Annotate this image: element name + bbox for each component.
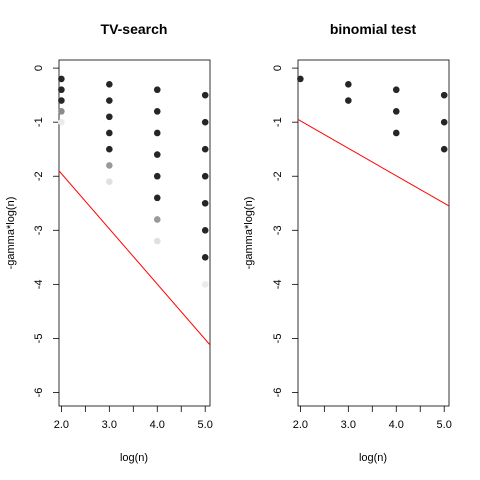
y-tick-label: 0 <box>272 65 284 71</box>
data-point <box>106 81 113 88</box>
y-tick-label: 0 <box>33 65 45 71</box>
data-point <box>392 86 400 94</box>
panel-binomial-test: binomial test log(n) -gamma*log(n) 2.0 3.0 4.… <box>243 21 452 464</box>
chart-title: TV-search <box>101 21 168 37</box>
data-point <box>345 81 352 88</box>
y-tick-label: -1 <box>33 117 45 127</box>
reference-line <box>59 170 210 346</box>
y-axis-label: -gamma*log(n) <box>5 197 17 270</box>
y-tick-label: -5 <box>272 334 284 344</box>
data-point <box>106 145 113 153</box>
x-tick-label: 2.0 <box>54 419 69 431</box>
data-point <box>392 129 400 137</box>
data-point <box>153 237 161 245</box>
data-point <box>58 86 65 94</box>
y-tick-label: -3 <box>272 225 284 235</box>
data-point <box>153 172 161 180</box>
x-tick-label: 4.0 <box>150 419 165 431</box>
data-point <box>440 145 448 153</box>
plot-frame <box>297 59 450 407</box>
data-point <box>440 118 448 126</box>
y-axis-label: -gamma*log(n) <box>243 197 255 270</box>
reference-line <box>298 119 449 207</box>
data-point <box>440 91 448 99</box>
data-point <box>106 178 113 185</box>
data-point <box>153 194 161 202</box>
y-tick-label: -6 <box>33 388 45 398</box>
data-point <box>345 97 352 104</box>
y-tick-label: -4 <box>272 279 284 289</box>
plot-frame <box>58 59 211 407</box>
data-point <box>58 75 65 83</box>
data-point <box>392 108 400 115</box>
chart-title: binomial test <box>330 21 417 37</box>
x-axis-label: log(n) <box>359 452 387 464</box>
data-point <box>201 118 209 126</box>
data-point <box>201 254 209 261</box>
data-point <box>153 151 161 158</box>
data-point <box>58 108 65 115</box>
x-axis-label: log(n) <box>120 452 148 464</box>
panel-tv-search: TV-search log(n) -gamma*log(n) 2.0 3.0 4.0 5.0… <box>5 21 213 464</box>
data-point <box>106 162 113 169</box>
data-point <box>201 199 209 207</box>
data-point <box>153 86 161 94</box>
data-point <box>58 118 65 126</box>
y-tick-label: -2 <box>272 171 284 181</box>
y-tick-label: -1 <box>272 117 284 127</box>
data-point <box>201 91 209 99</box>
x-tick-label: 5.0 <box>437 419 452 431</box>
data-point <box>201 226 209 234</box>
data-point <box>201 145 209 153</box>
data-point <box>297 75 304 83</box>
data-point <box>153 108 161 115</box>
x-tick-label: 2.0 <box>293 419 308 431</box>
data-point <box>153 216 161 223</box>
x-tick-label: 3.0 <box>341 419 356 431</box>
data-point <box>106 97 113 104</box>
x-tick-label: 4.0 <box>389 419 404 431</box>
data-point <box>106 113 113 121</box>
y-tick-label: -2 <box>33 171 45 181</box>
data-point <box>58 97 65 104</box>
data-point <box>201 281 209 288</box>
data-point <box>153 129 161 137</box>
y-tick-label: -4 <box>33 279 45 289</box>
y-tick-label: -5 <box>33 334 45 344</box>
y-tick-label: -6 <box>272 388 284 398</box>
x-tick-label: 5.0 <box>198 419 213 431</box>
y-tick-label: -3 <box>33 225 45 235</box>
x-tick-label: 3.0 <box>102 419 117 431</box>
data-point <box>106 129 113 137</box>
data-point <box>201 172 209 180</box>
